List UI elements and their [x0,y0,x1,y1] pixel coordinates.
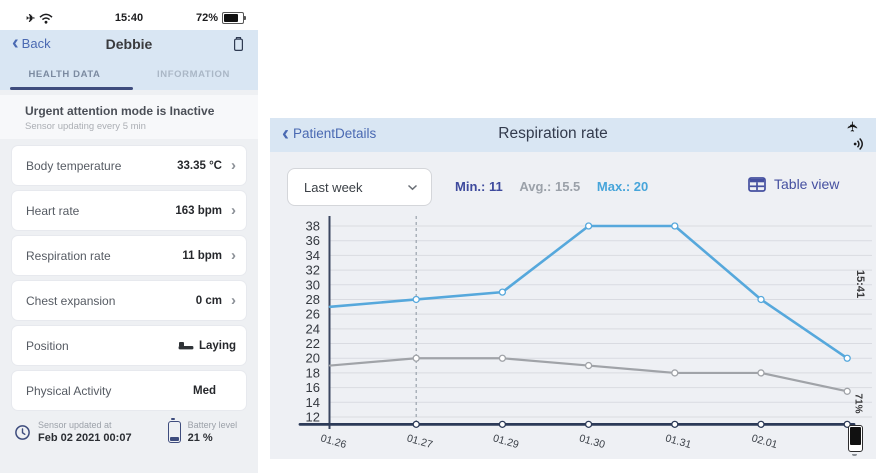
airplane-mode-icon: ✈ [844,120,861,133]
sensor-battery-icon [167,418,181,443]
svg-text:14: 14 [306,395,320,410]
chevron-down-icon [407,184,418,190]
tablet-nav-bar: ‹ PatientDetails Respiration rate [270,118,876,152]
wifi-icon [39,13,53,24]
svg-text:01.30: 01.30 [578,432,607,451]
tab-bar: HEALTH DATA INFORMATION [0,60,258,90]
battery-level-value: 21 % [187,432,213,444]
physical-activity-value: Med [193,384,216,397]
stat-avg: Avg.: 15.5 [519,179,581,194]
sensor-updated-block: Sensor updated at Feb 02 2021 00:07 [14,420,132,444]
battery-level-label: Battery level [187,420,238,430]
sensor-updated-label: Sensor updated at [38,420,112,430]
table-icon [748,176,766,192]
tablet-battery-percent: 71% [852,393,864,414]
phone-nav-bar: ‹ Back Debbie [0,30,258,60]
table-view-button[interactable]: Table view [748,176,839,192]
row-respiration-rate[interactable]: Respiration rate 11 bpm › [12,236,246,275]
svg-text:22: 22 [306,336,320,351]
chevron-right-icon: › [231,156,236,174]
summary-stats: Min.: 11 Avg.: 15.5 Max.: 20 [455,179,648,194]
wifi-icon [853,138,863,150]
svg-text:30: 30 [306,277,320,292]
phone-battery-icon [222,12,246,24]
row-body-temperature[interactable]: Body temperature 33.35 °C › [12,146,246,185]
svg-text:28: 28 [306,292,320,307]
airplane-mode-icon: ✈ [26,12,36,25]
row-chest-expansion[interactable]: Chest expansion 0 cm › [12,281,246,320]
svg-text:38: 38 [306,219,320,234]
urgent-attention-text: Urgent attention mode is Inactive [25,104,215,118]
chevron-right-icon: › [231,291,236,309]
svg-text:24: 24 [306,321,320,336]
svg-text:32: 32 [306,263,320,278]
table-view-label: Table view [774,176,840,192]
phone-clock: 15:40 [114,12,144,24]
svg-text:18: 18 [306,365,320,380]
chevron-left-icon: ‹ [12,32,19,54]
period-select[interactable]: Last week [287,168,432,206]
active-tab-underline [10,87,133,90]
battery-level-block: Battery level 21 % [167,418,238,444]
row-position[interactable]: Position Laying [12,326,246,365]
svg-text:01.27: 01.27 [405,432,434,451]
respiration-chart-screen: ‹ PatientDetails Respiration rate Last w… [270,118,876,459]
tab-health-data[interactable]: HEALTH DATA [28,69,101,80]
stat-min: Min.: 11 [455,179,503,194]
svg-text:20: 20 [306,351,320,366]
position-value: Laying [198,339,236,352]
sensor-update-frequency: Sensor updating every 5 min [25,121,146,132]
respiration-rate-value: 11 bpm [182,249,222,262]
stat-min-value: 11 [488,179,503,194]
chevron-right-icon: › [231,201,236,219]
chevron-right-icon: › [231,246,236,264]
sensor-footer: Sensor updated at Feb 02 2021 00:07 Batt… [14,418,246,444]
sensor-updated-value: Feb 02 2021 00:07 [38,432,132,444]
patient-detail-screen: ✈ 15:40 72% ‹ Back Debbie [0,0,258,473]
chart-page-title: Respiration rate [498,125,608,142]
svg-text:01.31: 01.31 [664,432,693,451]
svg-text:34: 34 [306,248,320,263]
chest-expansion-value: 0 cm [195,294,222,307]
row-physical-activity[interactable]: Physical Activity Med [12,371,246,410]
trash-icon[interactable] [232,36,245,52]
stat-max: Max.: 20 [596,179,649,194]
row-heart-rate[interactable]: Heart rate 163 bpm › [12,191,246,230]
period-selected-value: Last week [304,179,363,195]
stat-avg-value: 15.5 [554,179,581,194]
stat-max-value: 20 [633,179,649,194]
svg-text:01.29: 01.29 [492,432,521,451]
patient-details-back-button[interactable]: ‹ PatientDetails [282,122,377,145]
chevron-left-icon: ‹ [282,122,289,145]
svg-text:26: 26 [306,307,320,322]
bed-icon [178,341,194,349]
tablet-clock: 15:41 [854,269,866,299]
svg-text:36: 36 [306,233,320,248]
body-temperature-value: 33.35 °C [177,159,222,172]
phone-status-bar: ✈ 15:40 72% [0,0,258,30]
back-button[interactable]: ‹ Back [12,32,51,54]
svg-text:01.26: 01.26 [319,432,348,451]
svg-text:02.01: 02.01 [750,432,779,451]
tab-information[interactable]: INFORMATION [157,69,230,80]
svg-text:12: 12 [306,410,320,425]
clock-icon [15,424,30,440]
svg-text:16: 16 [306,380,320,395]
tablet-battery-icon [848,425,863,456]
phone-battery-percent: 72% [195,12,218,24]
urgent-attention-banner: Urgent attention mode is Inactive Sensor… [0,95,258,139]
heart-rate-value: 163 bpm [175,204,222,217]
health-metrics-list: Body temperature 33.35 °C › Heart rate 1… [12,146,246,416]
patient-name-title: Debbie [105,36,153,52]
